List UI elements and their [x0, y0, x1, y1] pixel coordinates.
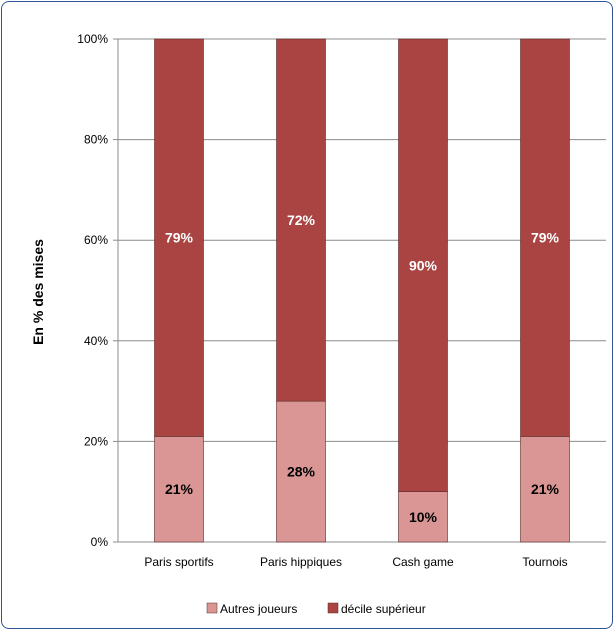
bars: 21% 79% 28% 72% 10% 90% 21% 79% [154, 38, 570, 543]
x-tick-label: Cash game [392, 555, 454, 569]
y-tick-label: 0% [91, 535, 109, 549]
data-label: 28% [287, 464, 316, 480]
bar-segment [154, 436, 204, 543]
x-tick-label: Paris hippiques [260, 555, 342, 569]
y-tick-label: 40% [84, 334, 108, 348]
legend-swatch [206, 602, 218, 614]
bar-segment [276, 400, 326, 543]
x-tick-labels: Paris sportifs Paris hippiques Cash game To… [144, 555, 567, 569]
legend-label: Autres joueurs [220, 602, 297, 616]
data-label: 21% [165, 481, 194, 497]
y-tick-label: 60% [84, 233, 108, 247]
y-tick-label: 100% [77, 32, 108, 46]
data-label: 79% [531, 230, 560, 246]
y-axis-label: En % des mises [30, 239, 46, 345]
x-tick-label: Paris sportifs [144, 555, 213, 569]
legend-label: décile supérieur [341, 602, 426, 616]
data-label: 10% [409, 509, 438, 525]
bar-segment [398, 491, 448, 543]
legend-swatch [327, 602, 339, 614]
data-label: 72% [287, 212, 316, 228]
data-label: 90% [409, 257, 438, 273]
y-tick-label: 20% [84, 434, 108, 448]
legend: Autres joueurs décile supérieur [206, 602, 426, 616]
x-tick-label: Tournois [522, 555, 567, 569]
data-label: 79% [165, 230, 194, 246]
bar-segment [154, 38, 204, 437]
bar-segment [276, 38, 326, 402]
bar-segment [520, 436, 570, 543]
y-tick-label: 80% [84, 133, 108, 147]
y-tick-labels: 0% 20% 40% 60% 80% 100% [77, 32, 108, 549]
bar-segment [398, 38, 448, 493]
bar-segment [520, 38, 570, 437]
data-label: 21% [531, 481, 560, 497]
